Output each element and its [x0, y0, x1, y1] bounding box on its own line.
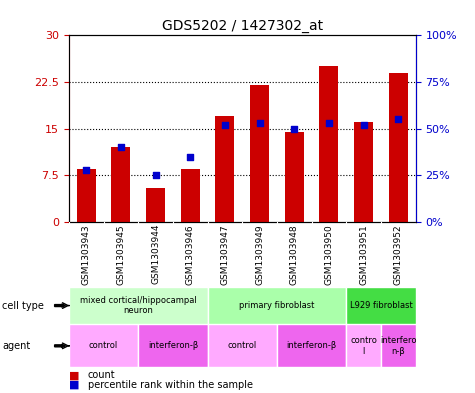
Text: GSM1303948: GSM1303948: [290, 224, 299, 285]
Text: GSM1303945: GSM1303945: [116, 224, 125, 285]
Text: L929 fibroblast: L929 fibroblast: [350, 301, 412, 310]
Bar: [215, 116, 235, 222]
Text: interferon-β: interferon-β: [148, 342, 198, 350]
Bar: [285, 132, 304, 222]
Text: percentile rank within the sample: percentile rank within the sample: [88, 380, 253, 390]
Bar: [76, 169, 96, 222]
Text: GSM1303943: GSM1303943: [82, 224, 91, 285]
Bar: [346, 324, 381, 367]
Text: control: control: [228, 342, 257, 350]
Point: [256, 120, 264, 126]
Text: GSM1303947: GSM1303947: [220, 224, 229, 285]
Text: GSM1303946: GSM1303946: [186, 224, 195, 285]
Bar: [146, 188, 165, 222]
Bar: [111, 147, 131, 222]
Text: interfero
n-β: interfero n-β: [380, 336, 417, 356]
Text: ■: ■: [69, 380, 79, 390]
Bar: [69, 287, 208, 324]
Text: GSM1303944: GSM1303944: [151, 224, 160, 285]
Bar: [346, 287, 416, 324]
Text: GSM1303949: GSM1303949: [255, 224, 264, 285]
Bar: [138, 324, 208, 367]
Text: contro
l: contro l: [350, 336, 377, 356]
Title: GDS5202 / 1427302_at: GDS5202 / 1427302_at: [162, 19, 323, 33]
Bar: [354, 123, 373, 222]
Bar: [319, 66, 339, 222]
Bar: [381, 324, 416, 367]
Bar: [208, 324, 277, 367]
Text: control: control: [89, 342, 118, 350]
Text: ■: ■: [69, 370, 79, 380]
Text: cell type: cell type: [2, 301, 44, 310]
Text: GSM1303952: GSM1303952: [394, 224, 403, 285]
Bar: [69, 324, 138, 367]
Point: [360, 122, 368, 128]
Text: primary fibroblast: primary fibroblast: [239, 301, 314, 310]
Text: interferon-β: interferon-β: [286, 342, 337, 350]
Text: agent: agent: [2, 341, 30, 351]
Point: [325, 120, 332, 126]
Bar: [277, 324, 346, 367]
Point: [117, 144, 124, 151]
Text: GSM1303950: GSM1303950: [324, 224, 333, 285]
Point: [152, 172, 160, 178]
Bar: [389, 73, 408, 222]
Text: count: count: [88, 370, 115, 380]
Text: mixed cortical/hippocampal
neuron: mixed cortical/hippocampal neuron: [80, 296, 197, 315]
Point: [291, 125, 298, 132]
Bar: [180, 169, 200, 222]
Text: GSM1303951: GSM1303951: [359, 224, 368, 285]
Bar: [250, 85, 269, 222]
Point: [221, 122, 229, 128]
Point: [83, 167, 90, 173]
Point: [394, 116, 402, 123]
Point: [186, 154, 194, 160]
Bar: [208, 287, 346, 324]
